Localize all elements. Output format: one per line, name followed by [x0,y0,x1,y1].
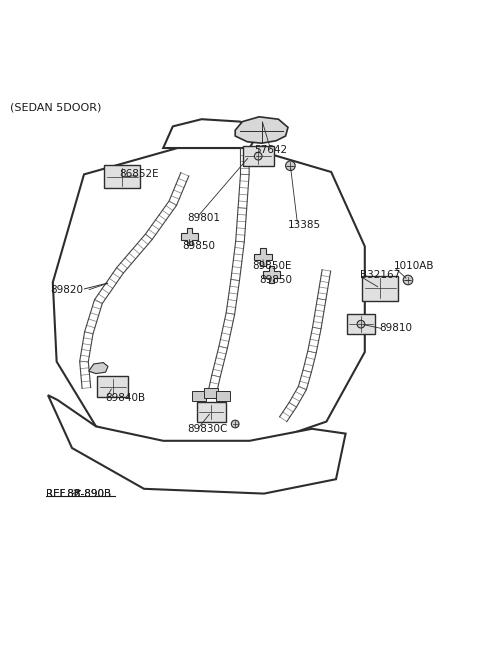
Circle shape [231,420,239,428]
Polygon shape [362,276,398,300]
Polygon shape [254,249,272,266]
Text: 57642: 57642 [254,146,288,155]
Text: 89850: 89850 [182,241,216,251]
Text: 89850E: 89850E [252,260,291,270]
Polygon shape [235,117,288,143]
Text: 89840B: 89840B [106,392,146,403]
Text: 89850: 89850 [259,275,292,285]
Circle shape [403,276,413,285]
Polygon shape [53,148,365,448]
Text: REF.88-890B: REF.88-890B [46,489,111,499]
Circle shape [357,320,365,328]
Text: 89801: 89801 [187,213,220,222]
Circle shape [254,152,262,160]
Text: 86852E: 86852E [120,169,159,179]
Polygon shape [263,266,280,283]
Text: 89830C: 89830C [187,424,228,434]
Text: (SEDAN 5DOOR): (SEDAN 5DOOR) [10,102,101,112]
Polygon shape [243,146,274,166]
Polygon shape [347,314,375,335]
Polygon shape [48,395,346,493]
Polygon shape [89,363,108,374]
Polygon shape [105,165,140,188]
Text: 89810: 89810 [379,323,412,333]
Polygon shape [216,392,230,401]
Polygon shape [204,388,218,398]
Polygon shape [181,228,198,245]
Polygon shape [197,402,226,422]
Polygon shape [97,377,128,397]
Text: REF.88-890B: REF.88-890B [46,489,111,499]
Polygon shape [192,392,206,401]
Text: 1010AB: 1010AB [394,260,434,270]
Text: 89820: 89820 [50,285,84,295]
Text: B32167: B32167 [360,270,400,280]
Polygon shape [163,119,259,148]
Circle shape [286,161,295,171]
Text: 13385: 13385 [288,220,321,230]
